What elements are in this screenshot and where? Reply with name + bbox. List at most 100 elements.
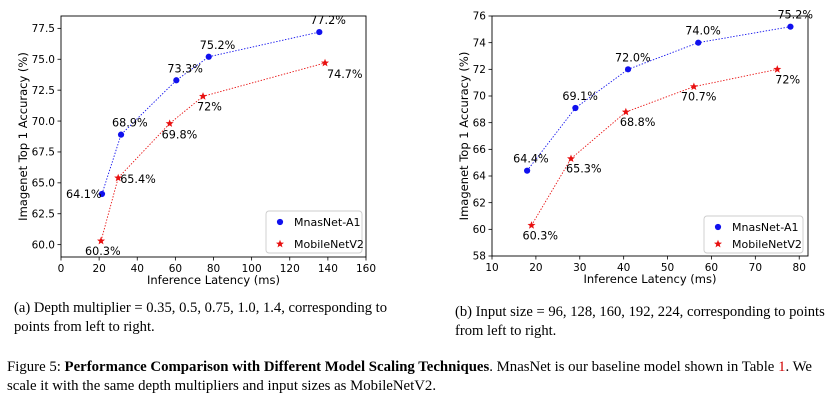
y-tick-label: 60.0 — [32, 239, 55, 251]
data-point — [527, 221, 536, 229]
y-tick-label: 60 — [473, 224, 486, 236]
x-tick-label: 0 — [58, 263, 65, 275]
data-point — [199, 92, 208, 100]
y-tick-label: 64 — [473, 171, 487, 183]
data-label: 68.9% — [112, 117, 148, 130]
legend-marker-1 — [714, 239, 722, 248]
data-label: 74.7% — [327, 68, 363, 81]
data-label: 64.1% — [66, 188, 102, 201]
legend-marker-0 — [714, 223, 722, 231]
plot-frame — [491, 15, 809, 257]
y-axis-label: Imagenet Top 1 Accuracy (%) — [457, 52, 471, 221]
data-point — [689, 82, 698, 91]
legend: MnasNet-A1 MobileNetV2 — [703, 215, 804, 254]
data-point — [114, 173, 123, 182]
data-point — [624, 66, 632, 73]
x-tick-label: 20 — [92, 263, 105, 275]
x-tick-label: 80 — [207, 263, 220, 275]
data-label: 75.2% — [777, 9, 813, 22]
table-reference-link[interactable]: 1 — [778, 359, 786, 375]
data-point — [773, 65, 782, 73]
y-tick-label: 72.5 — [32, 85, 55, 97]
x-tick-label: 40 — [617, 262, 630, 274]
data-label: 72% — [197, 100, 222, 113]
x-tick-label: 30 — [573, 262, 586, 274]
legend-label-1: MobileNetV2 — [294, 238, 364, 251]
data-point — [621, 107, 630, 116]
data-label: 77.2% — [310, 14, 346, 27]
y-tick-label: 58 — [473, 251, 486, 263]
data-label: 69.1% — [562, 90, 598, 103]
data-label: 65.3% — [566, 163, 602, 176]
data-label: 64.4% — [513, 153, 549, 166]
y-axis-label: Imagenet Top 1 Accuracy (%) — [16, 52, 30, 221]
x-tick-label: 80 — [793, 262, 806, 274]
y-tick-label: 76 — [473, 11, 487, 23]
data-label: 68.8% — [620, 116, 656, 129]
y-tick-label: 65.0 — [32, 178, 55, 190]
series-line — [531, 68, 778, 226]
figure-caption-text-2: . We scale it with the same depth multip… — [7, 359, 812, 394]
subcaption-a: (a) Depth multiplier = 0.35, 0.5, 0.75, … — [14, 300, 388, 335]
data-point — [572, 104, 579, 112]
data-label: 70.7% — [681, 91, 717, 104]
data-label: 69.8% — [162, 129, 198, 142]
data-label: 60.3% — [523, 229, 559, 242]
y-tick-label: 77.5 — [32, 23, 55, 35]
y-tick-label: 70 — [473, 91, 486, 103]
legend-marker-0 — [276, 218, 284, 226]
data-label: 74.0% — [685, 25, 721, 38]
x-tick-label: 60 — [169, 263, 182, 275]
x-tick-label: 140 — [318, 263, 338, 275]
data-point — [321, 58, 330, 67]
data-point — [787, 23, 794, 30]
y-tick-label: 72 — [473, 64, 486, 76]
y-tick-label: 74 — [473, 37, 487, 49]
y-tick-label: 67.5 — [32, 147, 55, 159]
data-point — [567, 154, 575, 163]
figure-caption-text-1: . MnasNet is our baseline model shown in… — [489, 359, 779, 375]
data-point — [98, 190, 106, 198]
data-label: 75.2% — [200, 39, 236, 52]
legend-box — [265, 210, 363, 254]
figure-caption: Figure 5: Performance Comparison with Di… — [7, 358, 835, 396]
x-tick-label: 50 — [661, 262, 674, 274]
data-point — [97, 236, 106, 245]
x-axis-label: Inference Latency (ms) — [147, 273, 280, 287]
legend-label-1: MobileNetV2 — [732, 238, 802, 251]
legend-label-0: MnasNet-A1 — [732, 221, 799, 234]
data-label: 60.3% — [85, 245, 121, 258]
data-point — [173, 77, 180, 84]
x-tick-label: 60 — [705, 262, 718, 274]
subcaption-b: (b) Input size = 96, 128, 160, 192, 224,… — [455, 304, 825, 339]
data-point — [205, 53, 212, 60]
data-label: 72% — [775, 73, 800, 86]
y-tick-label: 75.0 — [32, 54, 55, 66]
x-tick-label: 120 — [280, 263, 300, 275]
y-tick-label: 62 — [473, 197, 486, 209]
legend: MnasNet-A1 MobileNetV2 — [265, 210, 364, 254]
legend-box — [703, 215, 804, 254]
chart-panel-b: 10 20 30 40 50 60 70 80 58 60 62 64 66 68 70 72 74 76 Infe… — [457, 9, 813, 286]
x-tick-label: 70 — [749, 262, 762, 274]
figure-caption-prefix: Figure 5: — [7, 359, 65, 375]
y-tick-label: 62.5 — [32, 208, 55, 220]
legend-marker-1 — [276, 239, 284, 248]
y-tick-label: 70.0 — [32, 116, 55, 128]
data-label: 72.0% — [615, 51, 651, 64]
y-tick-label: 68 — [473, 117, 486, 129]
data-label: 65.4% — [120, 173, 156, 186]
figure-caption-title: Performance Comparison with Different Mo… — [64, 359, 490, 375]
data-label: 73.3% — [167, 62, 203, 75]
x-tick-label: 40 — [131, 263, 144, 275]
x-tick-label: 160 — [356, 263, 376, 275]
x-tick-label: 20 — [529, 262, 542, 274]
data-point — [165, 119, 174, 127]
data-point — [524, 167, 531, 174]
x-axis-label: Inference Latency (ms) — [584, 272, 717, 286]
data-point — [316, 28, 323, 36]
legend-label-0: MnasNet-A1 — [294, 216, 361, 229]
x-tick-label: 10 — [485, 262, 498, 274]
chart-panel-a: 0 20 40 60 80 100 120 140 160 60.0 62.5 65.0 67.5 70.… — [16, 14, 376, 287]
